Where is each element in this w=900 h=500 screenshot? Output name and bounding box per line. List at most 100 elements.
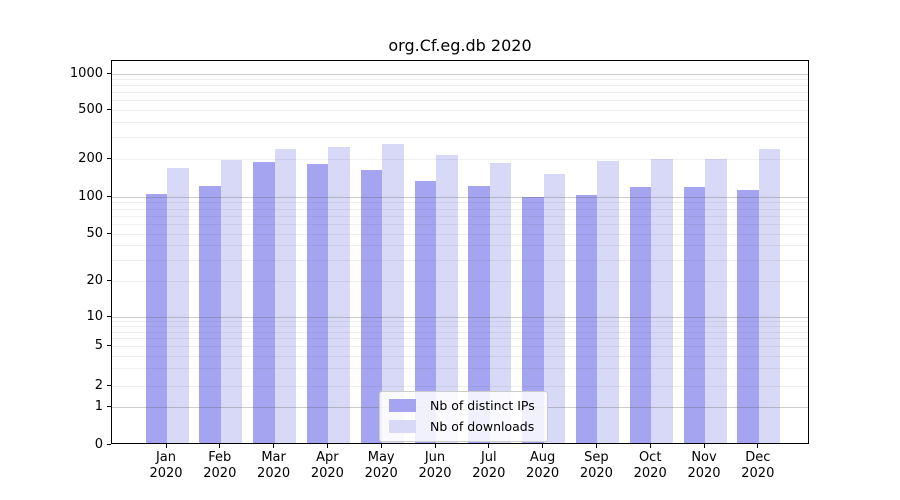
y-tick-500 [107,109,111,110]
x-tick-month: Sep [584,450,609,465]
x-tick-year: 2020 [257,466,291,481]
x-tick-label-mar: Mar 2020 [247,450,301,482]
plot-area: Nb of distinct IPs Nb of downloads [111,60,809,444]
gridline-400 [112,121,808,123]
x-tick-label-jun: Jun 2020 [408,450,462,482]
y-tick-1 [107,406,111,408]
legend: Nb of distinct IPs Nb of downloads [379,391,548,442]
y-tick-label-500: 500 [78,102,103,117]
x-tick-label-dec: Dec 2020 [731,450,785,482]
gridline-6 [112,338,808,340]
bar-downloads-oct [651,159,673,443]
bar-distinct-ips-feb [199,186,221,443]
x-tick-may [380,444,382,448]
x-tick-month: Mar [261,450,286,465]
gridline-8 [112,325,808,327]
bar-downloads-dec [758,149,781,443]
x-tick-label-apr: Apr 2020 [300,450,354,482]
gridline-10 [112,316,808,318]
x-tick-nov [703,444,705,448]
gridline-80 [112,208,808,210]
y-tick-5 [107,345,111,346]
bar-downloads-jan [167,167,189,443]
y-tick-label-1: 1 [94,399,103,415]
bar-downloads-may [382,144,404,443]
bar-downloads-aug [543,174,566,443]
bar-distinct-ips-sep [575,195,598,443]
y-tick-label-100: 100 [78,188,103,204]
x-tick-month: Jan [155,450,177,465]
x-tick-month: Jun [424,450,446,465]
x-tick-year: 2020 [310,466,344,481]
x-tick-aug [542,444,544,448]
y-tick-label-2: 2 [94,378,103,393]
legend-swatch-downloads [389,420,416,433]
y-tick-label-0: 0 [94,436,103,452]
x-tick-year: 2020 [579,466,613,481]
gridline-300 [112,137,808,139]
x-tick-label-may: May 2020 [354,450,408,482]
x-tick-year: 2020 [741,466,775,481]
bar-distinct-ips-apr [306,163,329,443]
gridline-800 [112,85,808,87]
y-tick-1000 [107,72,111,74]
x-tick-year: 2020 [203,466,237,481]
bar-distinct-ips-dec [737,189,759,443]
x-tick-sep [595,444,597,448]
y-tick-20 [107,280,111,281]
x-tick-month: Apr [316,450,339,465]
gridline-5 [112,346,808,347]
x-tick-year: 2020 [418,466,452,481]
bar-distinct-ips-mar [253,162,275,443]
bar-downloads-feb [220,160,243,443]
x-tick-year: 2020 [633,466,667,481]
bar-downloads-apr [328,146,350,443]
bar-downloads-sep [597,161,619,443]
legend-swatch-distinct-ips [389,399,416,412]
bar-downloads-mar [274,149,297,443]
gridline-90 [112,202,808,204]
x-tick-year: 2020 [687,466,721,481]
gridline-4 [112,355,808,357]
gridline-9 [112,320,808,322]
x-tick-label-feb: Feb 2020 [193,450,247,482]
x-tick-label-aug: Aug 2020 [516,450,570,482]
x-tick-year: 2020 [472,466,506,481]
x-tick-month: Feb [208,450,232,465]
x-tick-label-nov: Nov 2020 [677,450,731,482]
x-tick-apr [326,444,328,448]
x-tick-month: May [367,450,395,465]
bar-distinct-ips-jun [414,181,436,443]
y-tick-label-1000: 1000 [69,65,103,81]
x-tick-jan [165,444,167,448]
x-tick-month: Oct [638,450,662,465]
gridline-500 [112,110,808,111]
gridline-70 [112,215,808,217]
x-tick-year: 2020 [364,466,398,481]
bar-downloads-nov [705,159,727,443]
x-tick-feb [219,444,221,448]
gridline-30 [112,260,808,262]
x-tick-year: 2020 [526,466,560,481]
x-tick-mar [273,444,275,448]
bar-distinct-ips-jul [468,185,490,443]
x-tick-jul [488,444,490,448]
bar-downloads-jun [436,154,458,443]
gridline-3 [112,368,808,370]
legend-item-downloads: Nb of downloads [389,419,535,434]
bar-distinct-ips-may [360,170,383,443]
y-tick-label-20: 20 [86,273,103,288]
bar-distinct-ips-jan [145,193,167,443]
x-tick-dec [757,444,759,448]
legend-item-distinct-ips: Nb of distinct IPs [389,398,535,413]
gridline-1000 [112,73,808,75]
bar-distinct-ips-oct [629,186,652,443]
bar-distinct-ips-aug [522,197,544,443]
x-tick-month: Dec [745,450,771,465]
y-tick-label-10: 10 [86,308,103,324]
y-tick-50 [107,232,111,234]
gridline-60 [112,223,808,225]
y-tick-200 [107,158,111,159]
x-tick-month: Jul [480,450,497,465]
y-tick-10 [107,315,111,317]
